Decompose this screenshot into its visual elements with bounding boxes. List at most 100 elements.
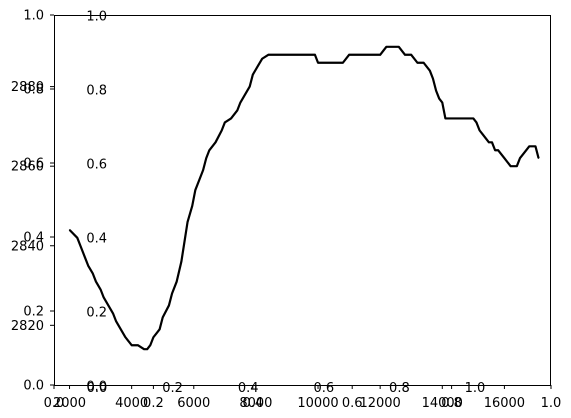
data-point	[429, 70, 431, 72]
data-x-tick-label: 6000	[177, 396, 210, 411]
inset-x-tick-label: 0.2	[162, 381, 183, 396]
data-point	[435, 89, 437, 92]
data-point	[249, 86, 251, 88]
data-point	[159, 328, 161, 330]
data-point	[398, 46, 400, 48]
data-point	[131, 344, 133, 346]
overlay-axes: 0.0 0.2 0.4 0.6 0.8 1.00.00.20.40.60.81.0	[23, 9, 561, 412]
inset-y-tick-label: 0.8	[86, 84, 107, 99]
data-point	[244, 93, 246, 96]
data-point	[497, 149, 499, 151]
data-point	[171, 292, 173, 295]
data-point	[475, 121, 478, 124]
data-point	[357, 54, 360, 56]
data-x-tick-label: 10000	[297, 396, 338, 411]
data-point	[137, 344, 139, 346]
data-point	[482, 133, 484, 135]
data-point	[143, 348, 145, 350]
data-point	[87, 265, 89, 267]
data-point	[503, 157, 506, 159]
inset-x-tick-label: 0.6	[313, 381, 334, 396]
data-x-tick-label: 2000	[53, 396, 86, 411]
data-point	[199, 177, 201, 179]
data-point	[202, 169, 204, 171]
data-point	[152, 336, 154, 338]
overlay-y-tick-label: 0.6	[23, 157, 44, 172]
data-y-tick-label: 2820	[11, 319, 44, 334]
data-point	[314, 54, 316, 56]
data-point	[99, 288, 102, 291]
data-point	[191, 205, 193, 207]
data-point	[404, 54, 406, 56]
data-point	[410, 54, 412, 56]
data-point	[317, 62, 319, 64]
data-point	[308, 54, 310, 56]
series-line	[68, 45, 540, 351]
data-point	[516, 165, 518, 167]
data-point	[103, 296, 105, 299]
overlay-x-tick-label: 0.8	[441, 396, 462, 411]
data-point	[146, 348, 148, 350]
data-axes: 2000 4000 6000 8000 10000 12000 14000 16000 2820…	[11, 45, 540, 411]
data-point	[295, 54, 297, 56]
data-point	[186, 221, 189, 223]
data-point	[124, 336, 127, 338]
data-point	[183, 241, 186, 243]
data-point	[525, 149, 527, 151]
data-point	[451, 117, 453, 120]
inset-axes: 0.0 0.2 0.4 0.6 0.8 1.00.00.20.40.60.81.0	[86, 10, 485, 397]
data-point	[528, 145, 530, 147]
data-point	[162, 316, 164, 318]
data-point	[466, 117, 468, 120]
inset-y-tick-label: 0.6	[86, 158, 107, 173]
data-point	[155, 332, 158, 334]
data-point	[168, 304, 170, 307]
overlay-x-tick-label: 0.0	[44, 396, 65, 411]
data-point	[112, 312, 114, 314]
inset-y-tick-label: 1.0	[86, 10, 107, 25]
data-point	[208, 149, 210, 151]
data-point	[230, 117, 232, 120]
data-point	[513, 165, 515, 167]
data-point	[367, 54, 369, 56]
data-point	[537, 157, 540, 159]
data-point	[510, 165, 512, 167]
data-point	[84, 257, 86, 259]
data-x-tick-label: 8000	[239, 396, 272, 411]
inset-x-tick-label: 1.0	[465, 381, 486, 396]
data-point	[385, 46, 387, 48]
data-point	[205, 157, 207, 159]
overlay-x-tick-label: 0.6	[342, 396, 363, 411]
data-point	[286, 54, 288, 56]
overlay-y-tick-label: 0.2	[23, 305, 44, 320]
overlay-y-tick-label: 0.8	[23, 83, 44, 98]
data-point	[441, 101, 443, 104]
data-x-tick-label: 16000	[484, 396, 525, 411]
data-point	[76, 237, 78, 239]
inset-y-tick-label: 0.4	[86, 232, 107, 247]
inset-x-tick-label: 0.0	[87, 381, 108, 396]
data-point	[224, 121, 226, 124]
inset-y-tick-label: 0.0	[86, 380, 107, 395]
data-point	[95, 280, 97, 283]
data-point	[444, 117, 446, 120]
data-point	[239, 101, 241, 104]
data-point	[214, 141, 217, 143]
overlay-y-tick-label: 0.0	[23, 379, 44, 394]
data-point	[68, 229, 71, 231]
data-point	[379, 54, 381, 56]
data-point	[348, 54, 350, 56]
data-point	[326, 62, 328, 64]
data-point	[115, 320, 117, 322]
data-point	[267, 54, 269, 56]
inset-y-tick-label: 0.2	[86, 306, 107, 321]
data-point	[457, 117, 459, 120]
data-point	[176, 280, 178, 283]
inset-x-tick-label: 0.8	[389, 381, 410, 396]
data-y-tick-label: 2860	[11, 160, 44, 175]
overlay-y-tick-label: 0.4	[23, 231, 44, 246]
data-point	[336, 62, 338, 64]
data-point	[120, 328, 122, 330]
data-point	[432, 78, 434, 80]
data-point	[472, 117, 474, 120]
